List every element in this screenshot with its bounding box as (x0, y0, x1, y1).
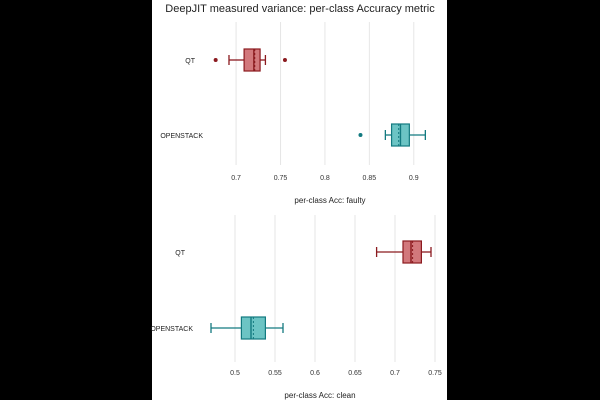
category-label-openstack-faulty: OPENSTACK (160, 133, 203, 140)
x-tick-label-faulty: 0.75 (274, 175, 288, 182)
x-tick-label-faulty: 0.7 (231, 175, 241, 182)
outlier-point-qt-faulty (213, 58, 218, 62)
x-tick-label-clean: 0.75 (428, 370, 442, 377)
box-qt-faulty (243, 48, 261, 72)
box-qt-clean (402, 240, 422, 264)
x-tick-label-faulty: 0.8 (320, 175, 330, 182)
x-tick-label-clean: 0.6 (310, 370, 320, 377)
x-tick-label-faulty: 0.9 (409, 175, 419, 182)
category-label-openstack-clean: OPENSTACK (150, 326, 193, 333)
x-tick-label-clean: 0.65 (348, 370, 362, 377)
chart-panel (152, 0, 447, 400)
outlier-point-qt-faulty (282, 58, 287, 62)
x-axis-label-clean: per-class Acc: clean (284, 391, 355, 400)
outlier-point-openstack-faulty (358, 133, 363, 137)
chart-title: DeepJIT measured variance: per-class Acc… (165, 3, 435, 15)
box-openstack-clean (240, 316, 266, 340)
category-label-qt-faulty: QT (185, 58, 195, 65)
x-axis-label-faulty: per-class Acc: faulty (294, 196, 365, 205)
x-tick-label-clean: 0.55 (268, 370, 282, 377)
category-label-qt-clean: QT (175, 250, 185, 257)
x-tick-label-faulty: 0.85 (363, 175, 377, 182)
x-tick-label-clean: 0.5 (230, 370, 240, 377)
x-tick-label-clean: 0.7 (390, 370, 400, 377)
